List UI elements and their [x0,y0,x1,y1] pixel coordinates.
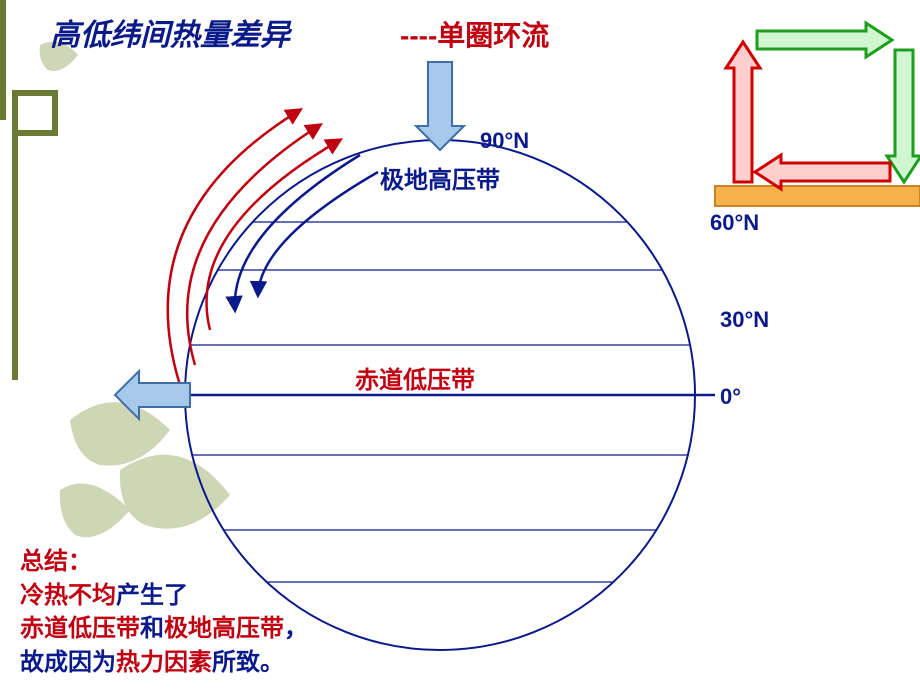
zone-label-equator-low: 赤道低压带 [355,360,475,395]
summary-block: 总结： 冷热不均产生了 赤道低压带和极地高压带， 故成因为热力因素所致。 [20,545,308,679]
arrow-down-icon [416,62,464,150]
convection-diagram [715,23,920,206]
lat-label-30n: 30°N [720,307,769,333]
zone-label-polar-high: 极地高压带 [380,160,500,195]
summary-line-2: 冷热不均产生了 [20,579,308,613]
lat-label-60n: 60°N [710,210,759,236]
lat-label-90n: 90°N [480,128,529,154]
summary-line-3: 赤道低压带和极地高压带， [20,612,308,646]
lat-label-0: 0° [720,384,741,410]
summary-line-4: 故成因为热力因素所致。 [20,646,308,680]
diagram-stage: 高低纬间热量差异 ----单圈环流 [0,0,920,690]
summary-heading: 总结： [20,545,308,579]
curves-red [168,110,340,400]
